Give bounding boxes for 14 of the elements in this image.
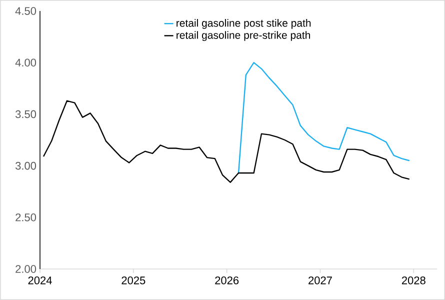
x-tick-label: 2024 — [28, 276, 52, 284]
y-tick-label: 2.50 — [16, 214, 36, 222]
y-tick-label: 3.50 — [15, 110, 36, 118]
x-tick-label: 2025 — [122, 276, 146, 284]
legend-label: retail gasoline pre-strike path — [176, 31, 310, 41]
y-tick-label: 4.00 — [15, 58, 36, 66]
legend-label: retail gasoline post stike path — [176, 19, 311, 29]
y-tick-label: 3.00 — [15, 162, 36, 170]
x-tick-label: 2028 — [402, 276, 426, 284]
y-tick-label: 2.00 — [16, 265, 36, 273]
line-series — [238, 62, 410, 174]
x-tick-label: 2027 — [308, 276, 332, 284]
y-tick-label: 4.50 — [15, 7, 36, 15]
x-tick-label: 2026 — [215, 276, 239, 284]
